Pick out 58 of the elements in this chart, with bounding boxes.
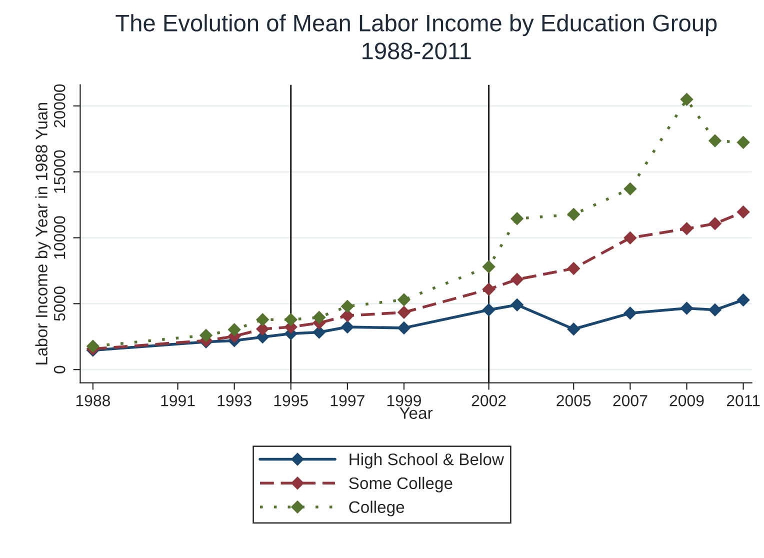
point — [312, 310, 326, 324]
chart-subtitle: 1988-2011 — [362, 42, 471, 60]
point — [86, 340, 100, 353]
point — [200, 328, 212, 342]
legend-label: Some College — [349, 476, 452, 492]
point — [736, 136, 750, 149]
point — [228, 323, 241, 336]
point — [398, 322, 410, 334]
point — [341, 309, 354, 322]
point — [708, 217, 722, 230]
point — [708, 303, 722, 316]
point — [680, 92, 694, 106]
x-tick-label: 2009 — [670, 395, 704, 406]
y-tick-label: 20000 — [54, 84, 66, 128]
point — [482, 260, 496, 274]
x-axis-title: Year — [400, 407, 433, 419]
point — [482, 303, 496, 316]
point — [736, 294, 750, 306]
x-tick-label: 1991 — [161, 395, 195, 406]
y-axis-title: Labor Income by Year in 1988 Yuan — [35, 102, 51, 364]
point — [482, 282, 496, 296]
point — [256, 313, 270, 326]
y-tick-label: 10000 — [54, 216, 66, 259]
x-tick-label: 2005 — [556, 395, 591, 406]
y-tick-label: 0 — [54, 366, 66, 374]
x-tick-label: 1997 — [330, 395, 364, 406]
point — [624, 306, 637, 320]
point — [708, 134, 722, 148]
point — [624, 182, 637, 196]
point — [341, 320, 354, 334]
point — [567, 262, 580, 275]
legend-label: College — [349, 500, 404, 516]
x-tick-label: 2007 — [613, 395, 648, 406]
point — [341, 300, 354, 313]
x-tick-label: 1988 — [76, 395, 110, 406]
point — [624, 231, 637, 244]
point — [284, 313, 298, 326]
point — [567, 322, 580, 336]
point — [680, 302, 694, 315]
point — [256, 322, 270, 336]
point — [680, 222, 694, 236]
x-tick-label: 2002 — [472, 395, 506, 406]
point — [312, 326, 326, 339]
point — [736, 206, 750, 218]
y-tick-label: 5000 — [54, 286, 66, 321]
x-tick-label: 1995 — [274, 395, 308, 406]
x-tick-label: 2011 — [726, 395, 760, 406]
x-tick-label: 1993 — [218, 395, 252, 406]
point — [510, 273, 524, 286]
x-tick-label: 1999 — [387, 395, 421, 406]
y-tick-label: 15000 — [54, 150, 66, 193]
point — [567, 208, 580, 221]
point — [510, 212, 524, 226]
point — [398, 293, 410, 306]
point — [510, 298, 524, 312]
chart-title: The Evolution of Mean Labor Income by Education Group — [116, 14, 717, 36]
legend-label: High School & Below — [350, 453, 504, 469]
point — [398, 306, 410, 319]
